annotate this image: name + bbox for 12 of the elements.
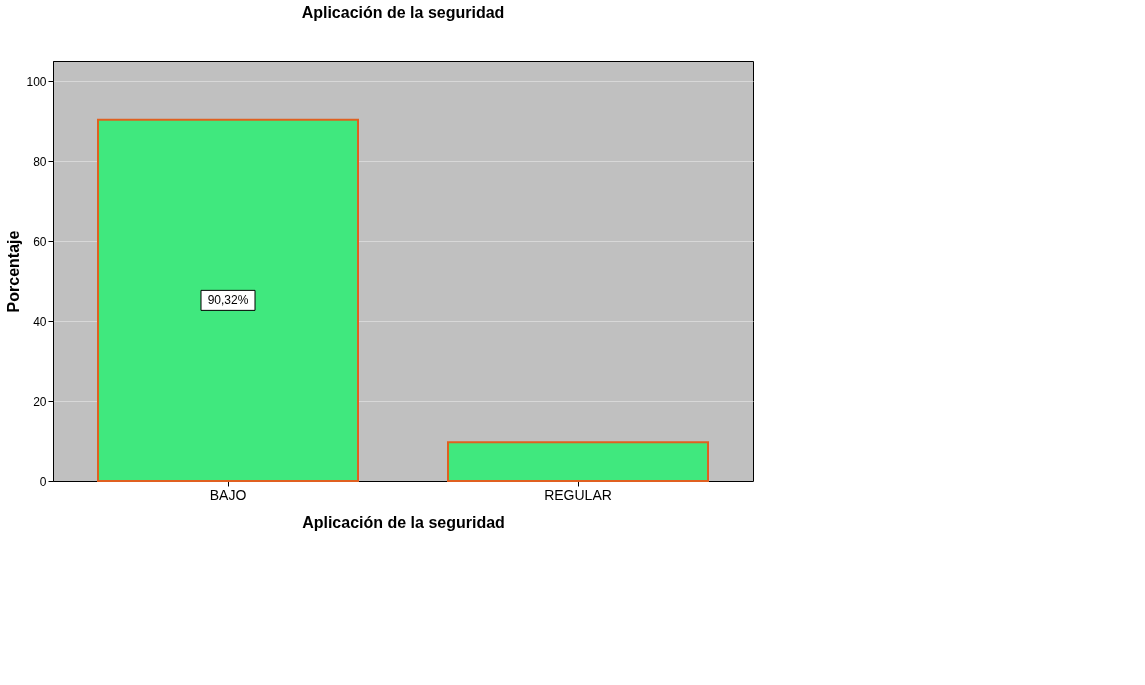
- y-tick-label: 20: [33, 394, 47, 409]
- y-tick-label: 100: [26, 74, 47, 89]
- y-tick-label: 40: [33, 314, 47, 329]
- x-tick-label: BAJO: [209, 486, 247, 503]
- x-tick-label: REGULAR: [544, 486, 612, 503]
- data-label: 90,32%: [207, 293, 249, 308]
- y-tick-label: 0: [39, 474, 47, 489]
- y-axis-title: Porcentaje: [5, 230, 23, 313]
- chart-title: Aplicación de la seguridad: [301, 4, 505, 21]
- y-tick-label: 80: [33, 154, 47, 169]
- y-tick-label: 60: [33, 234, 47, 249]
- x-axis-title: Aplicación de la seguridad: [302, 513, 505, 531]
